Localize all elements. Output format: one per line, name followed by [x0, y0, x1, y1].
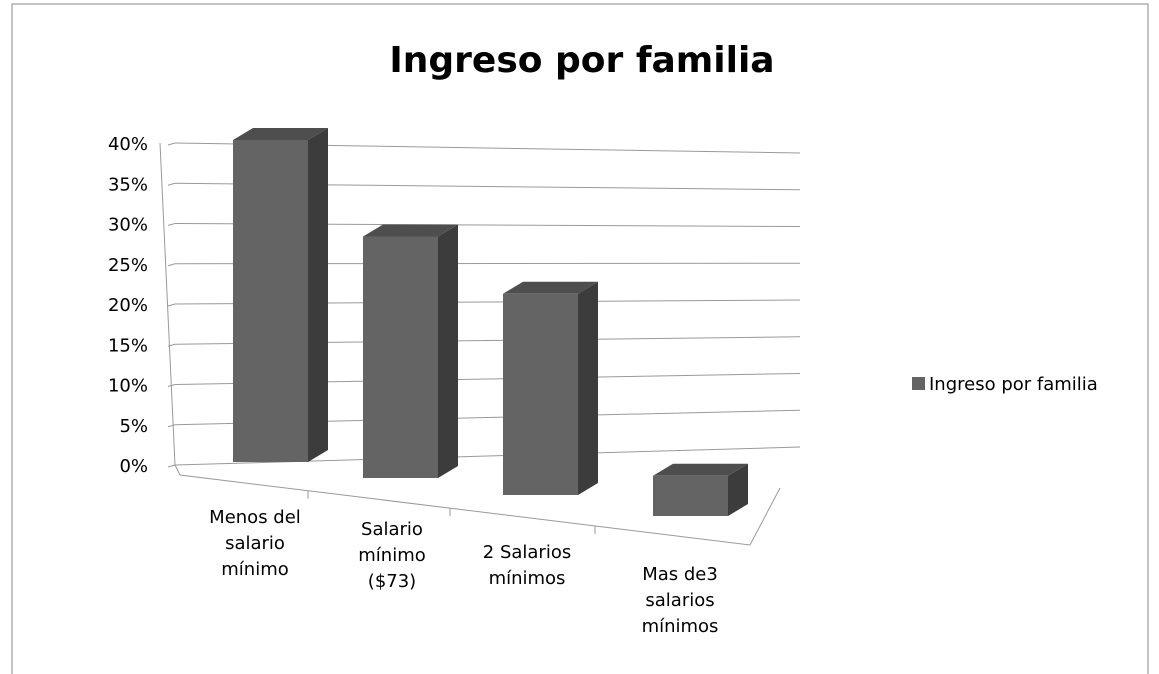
tick-mark — [167, 464, 176, 468]
y-tick-label: 30% — [108, 215, 148, 236]
bar-side — [578, 281, 598, 495]
y-tick-label: 35% — [108, 174, 148, 195]
y-tick-label: 40% — [108, 134, 148, 155]
bar — [653, 475, 728, 516]
legend-swatch — [912, 377, 925, 390]
bar-side — [308, 128, 328, 462]
y-tick-label: 10% — [108, 376, 148, 397]
tick-mark — [167, 424, 176, 428]
bar-side — [728, 463, 748, 516]
bar-top — [503, 281, 598, 294]
tick-mark — [167, 343, 176, 347]
x-tick-label: Menos del salario mínimo — [209, 507, 301, 580]
x-tick-label: Mas de3 salarios mínimos — [641, 564, 719, 637]
bar — [233, 140, 308, 462]
y-tick-label: 5% — [119, 416, 148, 437]
floor-edge — [174, 464, 781, 546]
tick-mark — [167, 223, 176, 226]
chart-border — [11, 3, 1149, 674]
legend-label: Ingreso por familia — [929, 374, 1098, 395]
bar — [503, 293, 578, 495]
tick-mark — [167, 142, 176, 146]
bar-top — [363, 224, 458, 237]
bar — [363, 236, 438, 478]
y-tick-label: 0% — [119, 456, 148, 477]
x-tick-label: Salario mínimo ($73) — [358, 519, 426, 592]
y-axis — [159, 142, 176, 466]
tick-mark — [167, 263, 176, 267]
bar-top — [653, 463, 748, 476]
y-tick-label: 15% — [108, 335, 148, 356]
bar-top — [233, 128, 328, 140]
x-tick-label: 2 Salarios mínimos — [482, 542, 572, 589]
tick-mark — [167, 384, 176, 387]
tick-mark — [167, 182, 176, 186]
tick-mark — [167, 303, 176, 307]
y-tick-label: 20% — [108, 295, 148, 316]
y-tick-label: 25% — [108, 255, 148, 276]
chart-title: Ingreso por familia — [389, 40, 774, 81]
bar-side — [438, 224, 458, 478]
